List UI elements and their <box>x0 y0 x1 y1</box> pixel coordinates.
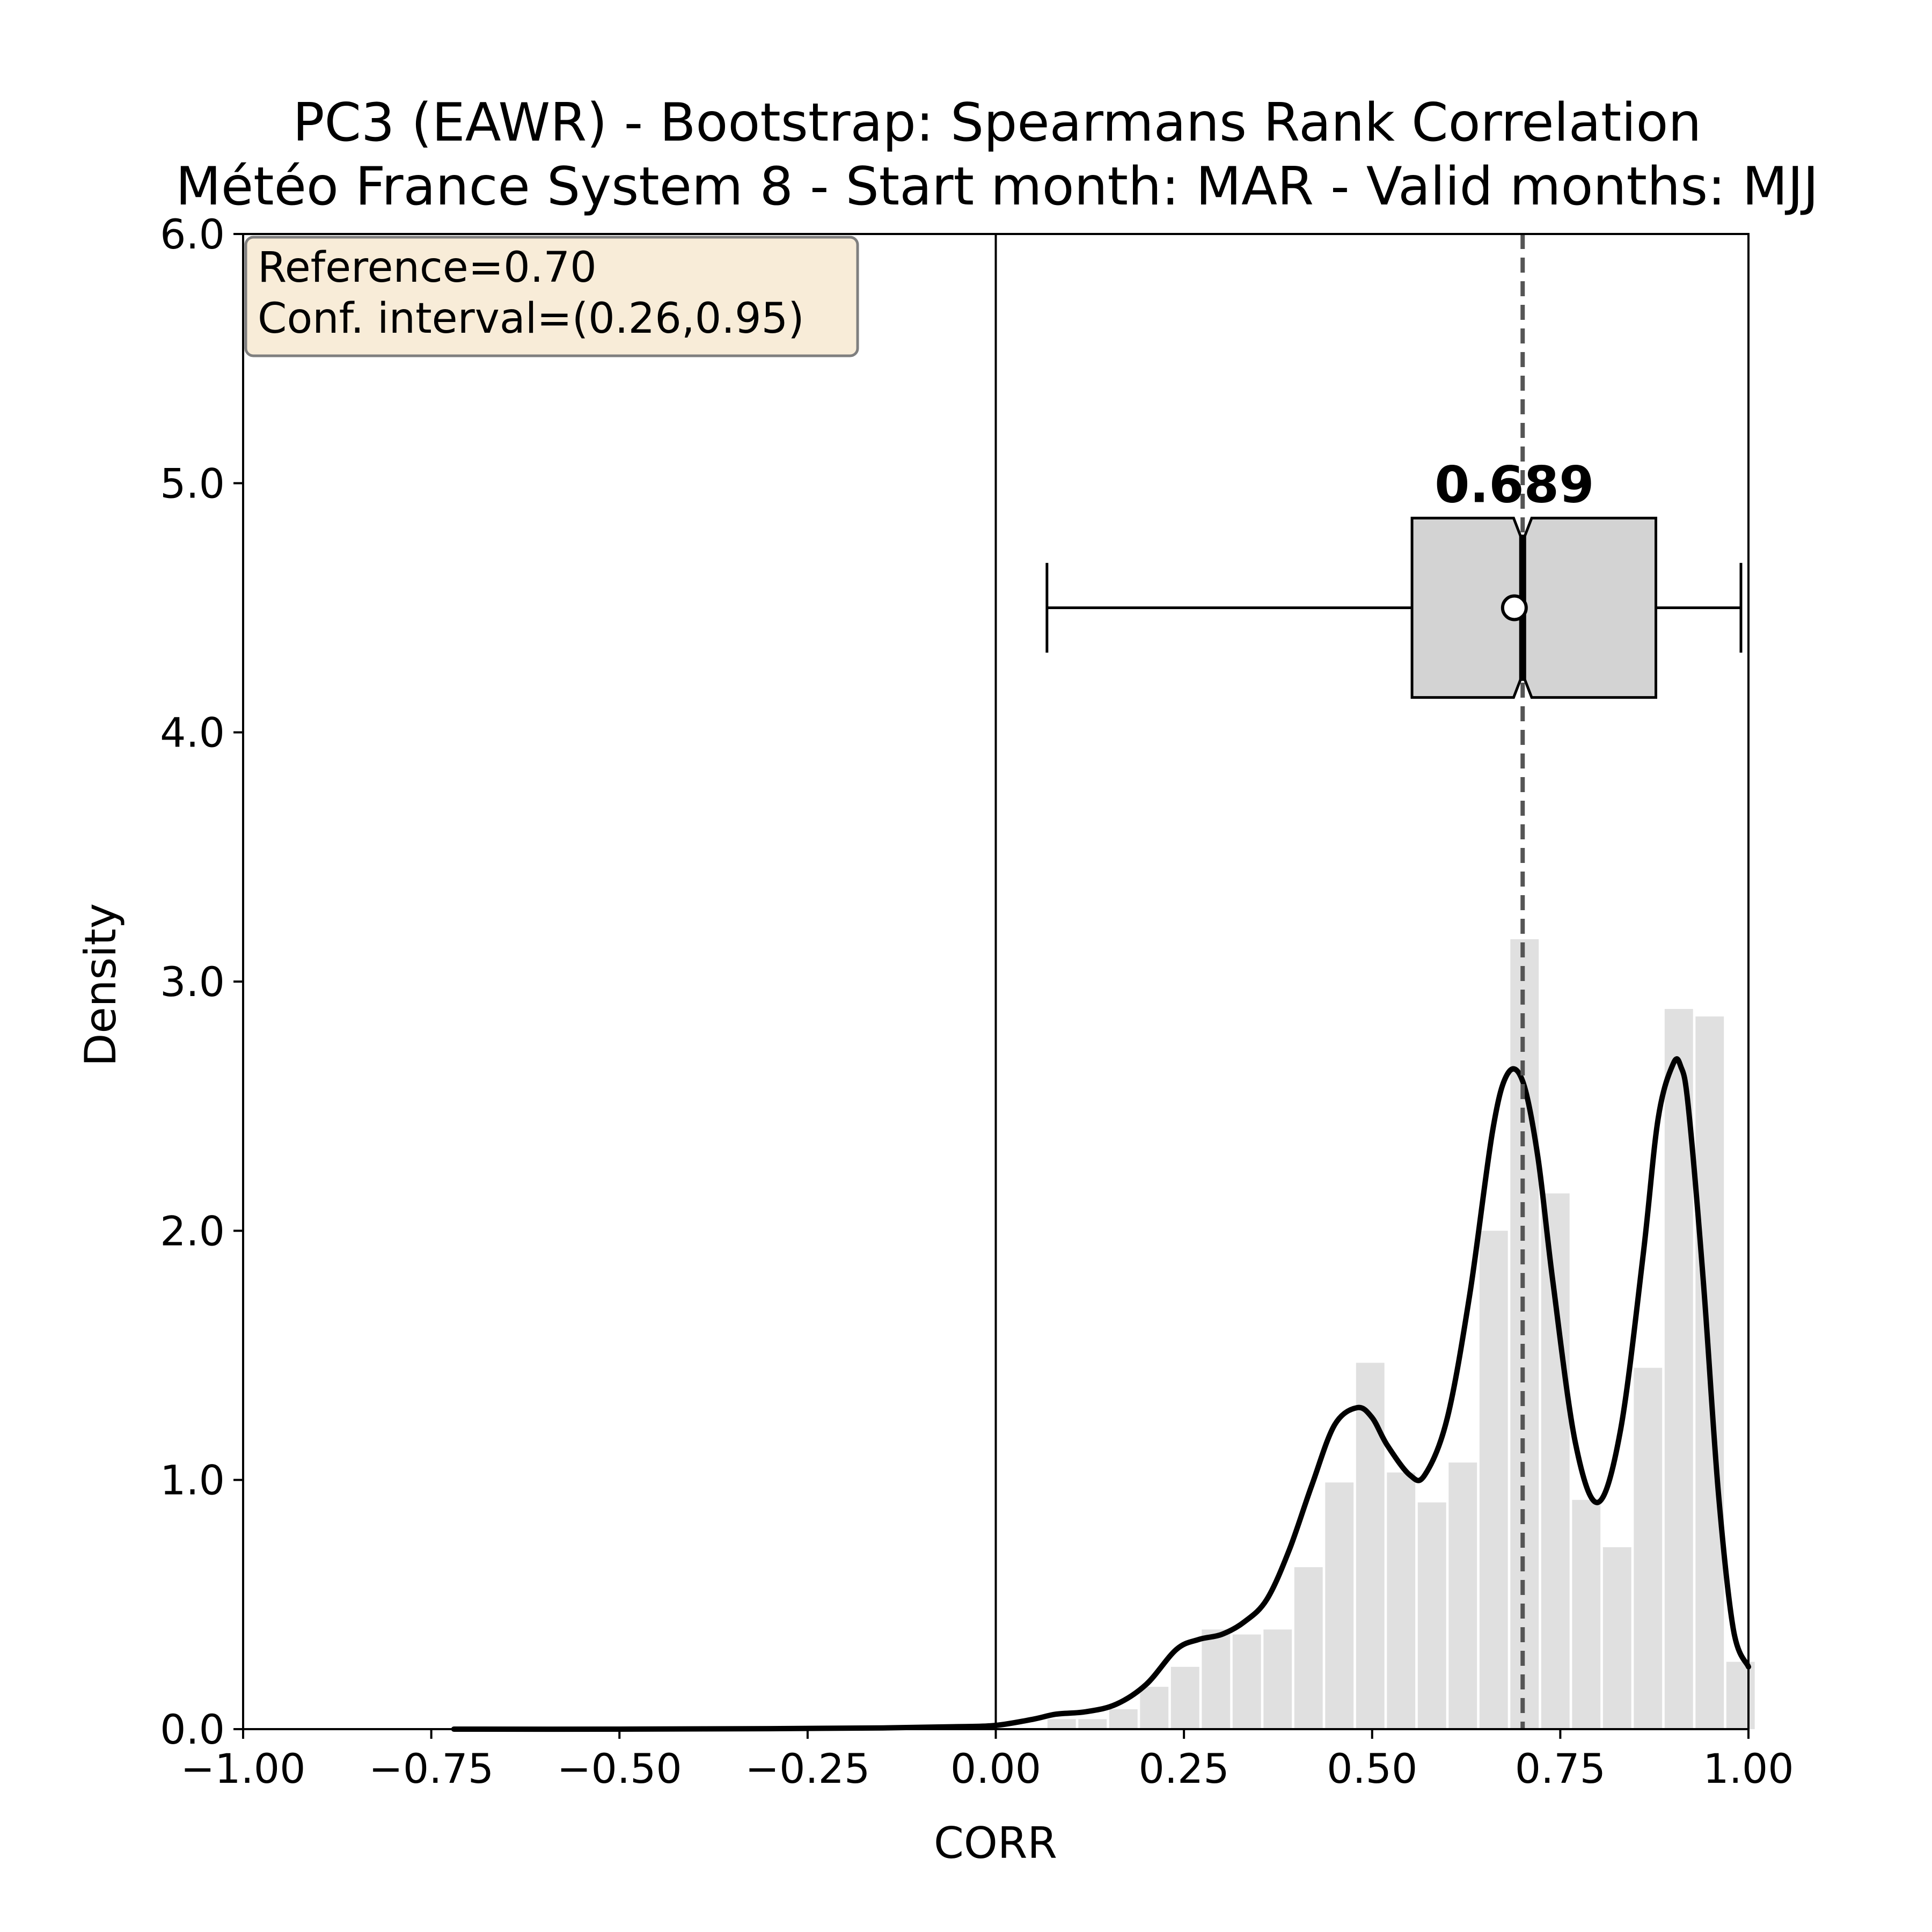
x-tick-label: −0.75 <box>369 1745 494 1792</box>
kde-curve <box>451 1056 1751 1732</box>
y-tick-label: 1.0 <box>160 1457 225 1504</box>
histogram-bar <box>1109 1709 1138 1729</box>
y-tick-label: 3.0 <box>160 958 225 1006</box>
histogram-bar <box>1634 1367 1663 1729</box>
histogram-bar <box>1356 1363 1385 1729</box>
histogram <box>1047 939 1755 1729</box>
histogram-bar <box>1078 1719 1107 1729</box>
histogram-bar <box>1140 1687 1169 1729</box>
y-axis-label: Density <box>76 903 126 1066</box>
histogram-bar <box>1047 1719 1076 1729</box>
x-axis-label: CORR <box>934 1818 1057 1868</box>
boxplot: 0.689 <box>1045 456 1743 699</box>
kde-curve-group <box>451 1056 1751 1732</box>
histogram-bar <box>1202 1629 1231 1729</box>
y-tick-label: 2.0 <box>160 1207 225 1255</box>
histogram-bar <box>1448 1462 1477 1729</box>
histogram-bar <box>1232 1634 1261 1729</box>
histogram-bar <box>1170 1666 1199 1729</box>
chart-subtitle: Météo France System 8 - Start month: MAR… <box>175 156 1818 217</box>
x-tick-label: 0.50 <box>1327 1745 1417 1792</box>
histogram-bar <box>1263 1629 1292 1729</box>
y-tick-label: 4.0 <box>160 709 225 757</box>
histogram-bar <box>1726 1662 1755 1729</box>
reference-lines <box>994 234 1525 1729</box>
x-axis: −1.00 −0.75 −0.50 −0.25 0.00 0.25 0.50 0.75 1.00 <box>181 1729 1794 1792</box>
mean-marker <box>1501 594 1528 621</box>
histogram-bar <box>1417 1502 1446 1729</box>
histogram-bar <box>1602 1547 1631 1729</box>
x-tick-label: 0.00 <box>950 1745 1041 1792</box>
y-tick-label: 6.0 <box>160 210 225 258</box>
histogram-bar <box>1541 1193 1570 1729</box>
histogram-bar <box>1325 1482 1354 1729</box>
annotation-reference: Reference=0.70 <box>258 244 597 292</box>
x-tick-label: 0.25 <box>1139 1745 1230 1792</box>
x-tick-label: −0.50 <box>557 1745 682 1792</box>
box-iqr <box>1410 516 1657 699</box>
y-tick-label: 5.0 <box>160 459 225 507</box>
histogram-bar <box>1294 1567 1323 1729</box>
x-tick-label: 1.00 <box>1703 1745 1794 1792</box>
chart-title: PC3 (EAWR) - Bootstrap: Spearmans Rank C… <box>292 92 1701 153</box>
histogram-bar <box>1479 1231 1508 1729</box>
annotation-background <box>244 236 859 357</box>
x-tick-label: 0.75 <box>1515 1745 1606 1792</box>
histogram-bar <box>1387 1472 1416 1729</box>
median-value-label: 0.689 <box>1435 456 1594 514</box>
y-tick-label: 0.0 <box>160 1706 225 1753</box>
y-axis: 0.0 1.0 2.0 3.0 4.0 5.0 6.0 <box>160 210 243 1753</box>
x-tick-label: −1.00 <box>181 1745 306 1792</box>
histogram-bar <box>1572 1499 1601 1729</box>
annotation-conf-interval: Conf. interval=(0.26,0.95) <box>258 295 804 343</box>
annotation-box: Reference=0.70 Conf. interval=(0.26,0.95… <box>244 236 859 357</box>
x-tick-label: −0.25 <box>745 1745 870 1792</box>
